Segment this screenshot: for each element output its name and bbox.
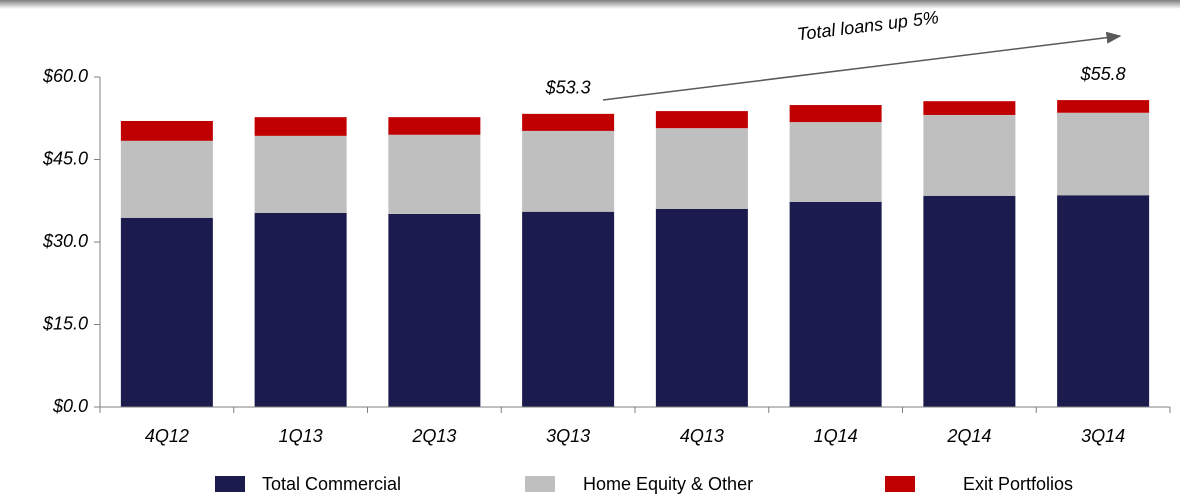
bar-segment (254, 135, 347, 213)
trend-arrow (602, 31, 1122, 101)
bar-segment (1057, 195, 1150, 407)
bar-segment (120, 121, 213, 141)
legend-label: Total Commercial (262, 474, 401, 494)
y-tick-label: $30.0 (42, 231, 88, 251)
x-tick-label: 1Q13 (279, 426, 323, 446)
x-tick-label: 1Q14 (814, 426, 858, 446)
bar-segment (1057, 100, 1150, 113)
bar-segment (923, 101, 1016, 115)
bar-segment (923, 195, 1016, 407)
bar-segment (655, 111, 748, 129)
bar-segment (1057, 112, 1150, 196)
y-tick-label: $60.0 (42, 66, 88, 86)
arrow-label: Total loans up 5% (796, 7, 940, 44)
legend-swatch (525, 476, 555, 492)
bar-segment (388, 213, 481, 407)
bar-segment (254, 117, 347, 136)
bar-segment (923, 114, 1016, 196)
bar-segment (655, 128, 748, 209)
total-label: $55.8 (1080, 64, 1126, 84)
bar-segment (789, 105, 882, 123)
bar-segment (522, 130, 615, 212)
bar-segment (120, 140, 213, 218)
x-tick-label: 2Q14 (946, 426, 991, 446)
y-tick-label: $0.0 (52, 396, 88, 416)
legend-swatch (885, 476, 915, 492)
bar-segment (789, 201, 882, 407)
bar-segment (522, 211, 615, 407)
legend-swatch (215, 476, 245, 492)
top-band (0, 0, 1180, 9)
x-tick-label: 2Q13 (411, 426, 456, 446)
x-tick-label: 4Q13 (680, 426, 724, 446)
bar-segment (789, 122, 882, 202)
legend-label: Exit Portfolios (963, 474, 1073, 494)
legend-label: Home Equity & Other (583, 474, 753, 494)
y-tick-label: $45.0 (42, 148, 88, 168)
bar-segment (522, 113, 615, 131)
bar-segment (388, 117, 481, 135)
bar-segment (388, 134, 481, 214)
bar-segment (655, 209, 748, 407)
bar-segment (120, 217, 213, 407)
bar-segment (254, 212, 347, 407)
total-label: $53.3 (545, 78, 591, 98)
y-tick-label: $15.0 (42, 313, 88, 333)
x-tick-label: 4Q12 (145, 426, 189, 446)
x-tick-label: 3Q13 (546, 426, 590, 446)
x-tick-label: 3Q14 (1081, 426, 1125, 446)
